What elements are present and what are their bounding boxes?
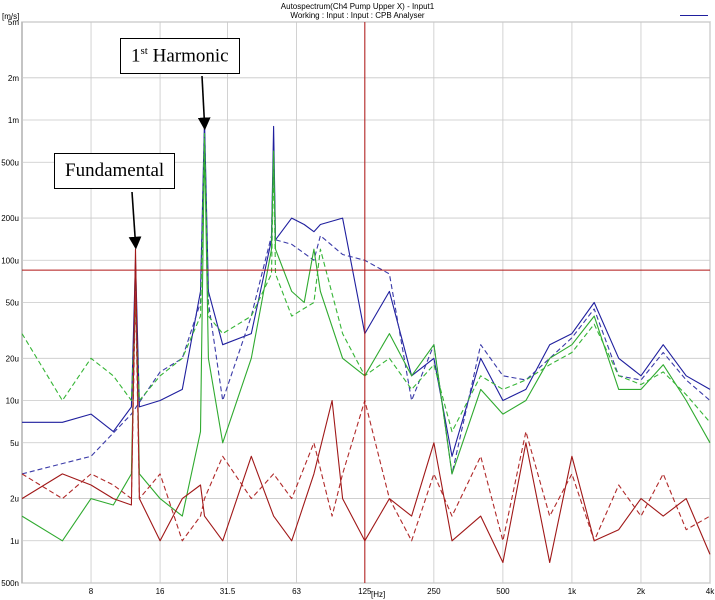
series-line-solid-green <box>21 141 711 542</box>
series-line-solid-red <box>21 248 711 564</box>
x-tick-label: 4k <box>706 587 715 596</box>
cursor-lines <box>22 22 710 583</box>
x-axis-label: [Hz] <box>371 590 386 599</box>
series-line-dashed-red <box>21 290 711 542</box>
y-tick-label: 5u <box>10 439 19 448</box>
x-tick-label: 16 <box>156 587 165 596</box>
x-tick-label: 31.5 <box>220 587 236 596</box>
y-tick-label: 1u <box>10 537 19 546</box>
y-tick-label: 5m <box>8 18 19 27</box>
series-line-dashed-green <box>21 133 711 433</box>
y-tick-label: 2m <box>8 74 19 83</box>
chart-subtitle: Working : Input : Input : CPB Analyser <box>290 11 425 20</box>
x-tick-label: 1k <box>568 587 577 596</box>
series-line-solid-blue <box>22 119 711 457</box>
callout-label-rest: Harmonic <box>147 45 229 67</box>
chart-title: Autospectrum(Ch4 Pump Upper X) - Input1 <box>280 2 435 11</box>
callout-fundamental: Fundamental <box>54 153 176 189</box>
tick-labels: 8 16 31.5 63 125 250 500 1k 2k 4k 5m 2m 1m 500u 200u 10… <box>1 18 715 596</box>
annotation-arrows <box>128 75 211 250</box>
y-tick-label: 500u <box>1 158 19 167</box>
annotation-arrow <box>197 75 211 131</box>
x-tick-label: 63 <box>292 587 301 596</box>
y-tick-label: 10u <box>6 397 19 406</box>
x-tick-label: 2k <box>637 587 646 596</box>
series-lines <box>21 119 711 564</box>
y-tick-label: 100u <box>1 256 19 265</box>
callout-label: 1 <box>131 45 141 67</box>
legend-swatch <box>680 15 708 16</box>
y-tick-label: 1m <box>8 116 19 125</box>
y-tick-label: 20u <box>6 354 19 363</box>
x-tick-label: 125 <box>358 587 372 596</box>
x-tick-label: 8 <box>89 587 94 596</box>
y-tick-label: 500n <box>1 579 19 588</box>
callout-label: Fundamental <box>65 160 165 181</box>
y-tick-label: 50u <box>6 299 19 308</box>
y-tick-label: 2u <box>10 495 19 504</box>
y-tick-label: 200u <box>1 214 19 223</box>
x-tick-label: 250 <box>427 587 441 596</box>
callout-label-sup: st <box>140 45 148 57</box>
grid-lines <box>21 21 711 584</box>
callout-first-harmonic: 1st Harmonic <box>120 38 240 75</box>
annotation-arrow <box>128 191 142 250</box>
x-tick-label: 500 <box>496 587 510 596</box>
y-axis-label: [m/s] <box>2 12 20 21</box>
